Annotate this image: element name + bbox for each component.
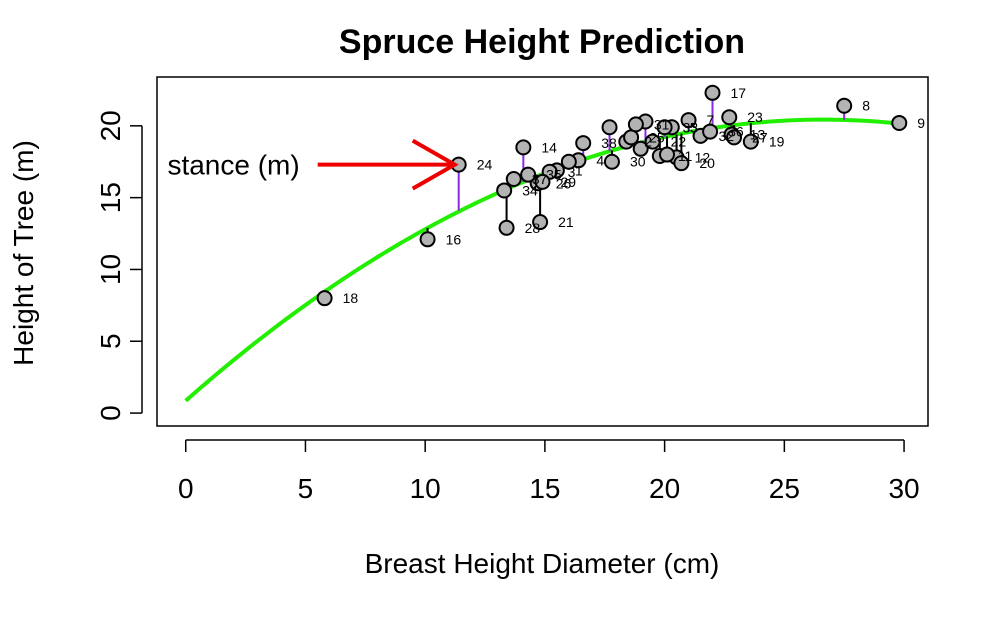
data-point (680, 112, 697, 129)
y-tick-label: 10 (95, 254, 126, 285)
point-label: 34 (522, 182, 538, 198)
point-label: 36 (728, 124, 744, 140)
x-axis-title: Breast Height Diameter (cm) (365, 548, 720, 579)
x-tick-label: 10 (410, 473, 441, 504)
data-point (836, 97, 853, 114)
y-axis-title: Height of Tree (m) (8, 140, 39, 366)
point-label: 33 (683, 119, 699, 135)
point-label: 26 (556, 175, 572, 191)
y-tick-label: 5 (95, 333, 126, 349)
y-axis: 0 5 10 15 20 (95, 110, 143, 421)
data-point (532, 214, 549, 231)
x-tick-label: 15 (529, 473, 560, 504)
point-label: 8 (862, 98, 870, 114)
data-point (498, 219, 515, 236)
data-point (742, 133, 759, 150)
data-point (515, 139, 532, 156)
data-point (623, 129, 640, 146)
point-label: 3 (568, 164, 576, 180)
point-label: 22 (671, 134, 687, 150)
point-label: 12 (695, 149, 711, 165)
point-label: 24 (477, 157, 493, 173)
point-label: 31 (654, 116, 670, 132)
x-tick-label: 0 (178, 473, 194, 504)
point-label: 19 (769, 134, 785, 150)
data-point (659, 146, 676, 163)
point-label: 30 (630, 154, 646, 170)
data-point (534, 173, 551, 190)
data-point (520, 166, 537, 183)
y-tick-label: 15 (95, 182, 126, 213)
y-tick-label: 20 (95, 110, 126, 141)
data-point (891, 114, 908, 131)
point-label: 21 (558, 214, 574, 230)
point-label: 13 (750, 126, 766, 142)
point-label: 20 (699, 155, 715, 171)
point-label: 5 (690, 119, 698, 135)
y-tick-label: 0 (95, 405, 126, 421)
data-point (702, 123, 719, 140)
point-label: 37 (532, 171, 548, 187)
point-label: 11 (678, 148, 693, 164)
chart-title: Spruce Height Prediction (339, 23, 745, 61)
point-label: 18 (343, 290, 359, 306)
point-label: 1 (575, 162, 583, 178)
data-point (704, 84, 721, 101)
x-tick-label: 25 (769, 473, 800, 504)
data-point (560, 153, 577, 170)
data-point (721, 109, 738, 126)
point-label: 17 (731, 85, 747, 101)
x-tick-label: 30 (888, 473, 919, 504)
data-point (644, 133, 661, 150)
data-point (419, 231, 436, 248)
plot-frame (156, 76, 929, 427)
data-point (575, 135, 592, 152)
x-tick-label: 20 (649, 473, 680, 504)
point-label: 14 (541, 139, 557, 155)
point-label: 9 (917, 115, 925, 131)
point-label: 2 (644, 134, 652, 150)
point-label: 35 (546, 167, 562, 183)
data-point (316, 290, 333, 307)
data-point (632, 140, 649, 157)
point-label: 32 (719, 128, 735, 144)
annotation-text: stance (m) (167, 150, 299, 181)
point-label: 25 (649, 129, 665, 145)
data-point (505, 170, 522, 187)
arrow-head (411, 138, 459, 191)
data-point (601, 119, 618, 136)
point-label: 16 (446, 231, 462, 247)
data-point (627, 116, 644, 133)
data-point (673, 155, 690, 172)
data-point (496, 182, 513, 199)
data-point (656, 119, 673, 136)
point-label: 38 (601, 135, 617, 151)
point-label: 23 (747, 109, 763, 125)
point-label: 4 (596, 152, 604, 168)
point-label: 28 (525, 220, 541, 236)
x-tick-label: 5 (298, 473, 314, 504)
point-label: 27 (752, 129, 768, 145)
x-axis: 0 5 10 15 20 25 30 (178, 439, 920, 504)
point-label: 7 (707, 112, 715, 128)
data-point (603, 153, 620, 170)
point-label: 29 (561, 174, 577, 190)
data-point (726, 129, 743, 146)
